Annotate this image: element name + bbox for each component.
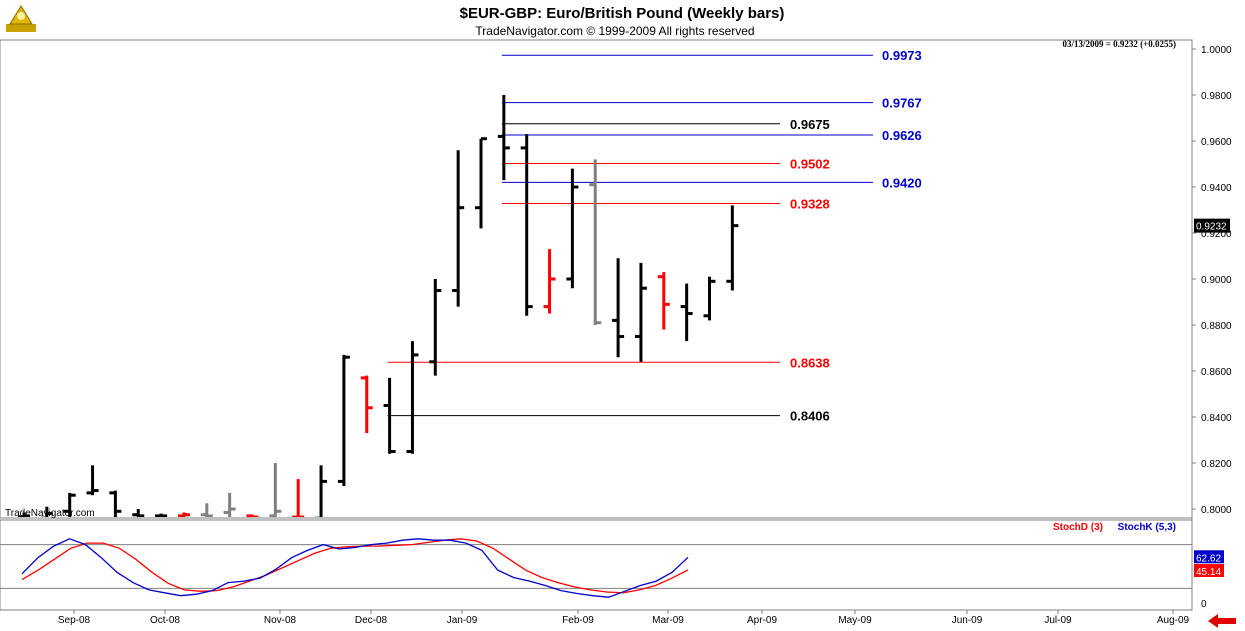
ohlc-bars xyxy=(18,95,739,517)
chart-subtitle: TradeNavigator.com © 1999-2009 All right… xyxy=(475,24,754,38)
level-label: 0.9626 xyxy=(882,128,922,143)
legend-stochd: StochD (3) xyxy=(1053,522,1103,533)
time-tick-label: Jul-09 xyxy=(1044,615,1072,626)
stochastic-oscillator: 0 62.62 45.14 xyxy=(0,538,1224,610)
stochd-value-box xyxy=(1194,564,1224,578)
level-label: 0.9502 xyxy=(790,157,830,172)
time-tick-label: May-09 xyxy=(838,615,872,626)
stochk-value-label: 62.62 xyxy=(1196,553,1221,564)
time-tick-label: Apr-09 xyxy=(747,615,777,626)
level-label: 0.9675 xyxy=(790,117,830,132)
time-tick-label: Jan-09 xyxy=(447,615,478,626)
level-label: 0.9767 xyxy=(882,96,922,111)
level-label: 0.9420 xyxy=(882,175,922,190)
price-tick-label: 0.8600 xyxy=(1201,367,1232,378)
last-price-label: 0.9232 xyxy=(1196,222,1227,233)
stochd-value-label: 45.14 xyxy=(1196,567,1221,578)
tradenavigator-logo-icon xyxy=(6,5,36,32)
time-tick-label: Feb-09 xyxy=(562,615,594,626)
stochd-line xyxy=(21,538,689,594)
price-tick-label: 0.9400 xyxy=(1201,183,1232,194)
time-tick-label: Nov-08 xyxy=(264,615,297,626)
price-tick-label: 0.8200 xyxy=(1201,459,1232,470)
legend-stochk: StochK (5,3) xyxy=(1118,522,1176,533)
price-tick-label: 0.9200 xyxy=(1201,229,1232,240)
oscillator-pane xyxy=(0,519,1193,611)
stochk-value-box xyxy=(1194,550,1224,564)
price-tick-label: 0.8800 xyxy=(1201,321,1232,332)
price-tick-label: 0.9600 xyxy=(1201,137,1232,148)
time-axis: Sep-08 Oct-08 Nov-08 Dec-08 Jan-09 Feb-09 Mar-… xyxy=(58,610,1190,626)
time-tick-label: Sep-08 xyxy=(58,615,91,626)
level-label: 0.9973 xyxy=(882,48,922,63)
chart-title: $EUR-GBP: Euro/British Pound (Weekly bar… xyxy=(460,5,785,22)
time-tick-label: Aug-09 xyxy=(1157,615,1190,626)
time-tick-label: Jun-09 xyxy=(952,615,983,626)
price-tick-label: 0.9000 xyxy=(1201,275,1232,286)
level-lines: 0.9973 0.9767 0.9675 0.9626 0.9502 0.9420 0.93… xyxy=(387,48,922,424)
oscillator-tick-label: 0 xyxy=(1201,599,1207,610)
time-tick-label: Mar-09 xyxy=(652,615,684,626)
price-axis: 1.0000 0.9800 0.9600 0.9400 0.9200 0.9000 0.88… xyxy=(1192,45,1232,516)
time-tick-label: Dec-08 xyxy=(355,615,388,626)
scroll-right-arrow-icon[interactable] xyxy=(1208,614,1236,628)
last-quote-readout: 03/13/2009 = 0.9232 (+0.0255) xyxy=(1062,39,1176,49)
stochk-line xyxy=(21,538,689,598)
price-tick-label: 0.8400 xyxy=(1201,413,1232,424)
time-tick-label: Oct-08 xyxy=(150,615,180,626)
price-tick-label: 0.8000 xyxy=(1201,505,1232,516)
price-tick-label: 0.9800 xyxy=(1201,91,1232,102)
last-price-box xyxy=(1194,218,1230,233)
level-label: 0.8638 xyxy=(790,355,830,370)
level-label: 0.8406 xyxy=(790,409,830,424)
level-label: 0.9328 xyxy=(790,197,830,212)
price-tick-label: 1.0000 xyxy=(1201,45,1232,56)
